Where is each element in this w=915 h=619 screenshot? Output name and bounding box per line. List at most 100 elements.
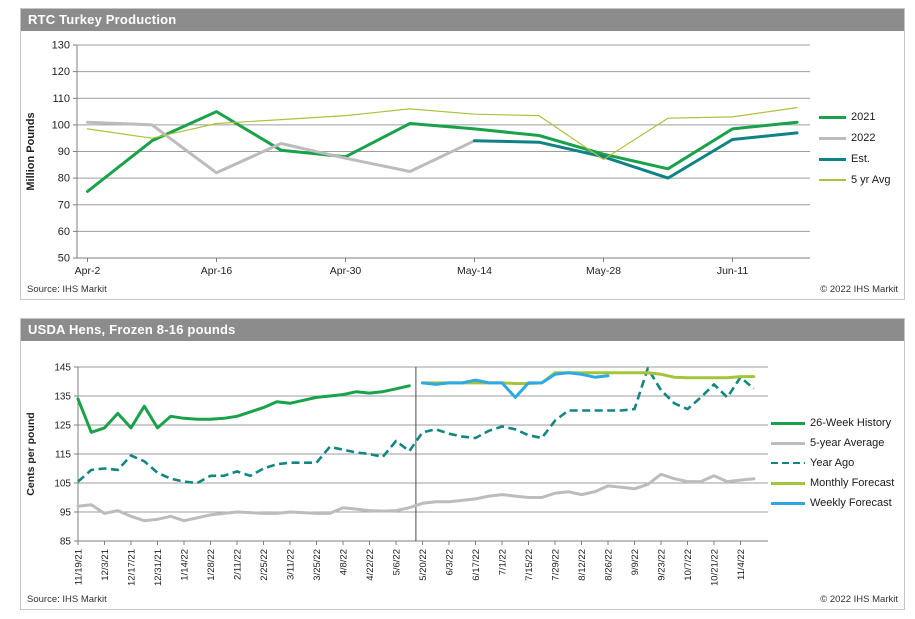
x-tick-label: 12/3/21 (100, 549, 111, 581)
x-tick-label: 8/26/22 (604, 549, 615, 581)
x-tick-label: 8/12/22 (577, 549, 588, 581)
x-tick-label: 11/19/21 (74, 549, 85, 585)
legend-label: Est. (851, 153, 870, 165)
y-tick-label: 60 (58, 226, 70, 238)
y-tick-label: 50 (58, 253, 70, 265)
legend-label: Year Ago (810, 457, 855, 469)
chart-legend: 26-Week History 5-year Average Year Ago Mon… (771, 417, 894, 509)
legend-swatch-monthly-forecast (771, 481, 805, 485)
y-tick-label: 120 (52, 66, 70, 78)
legend-swatch-26-week-history (771, 421, 805, 425)
x-tick-label: 6/17/22 (471, 549, 482, 581)
y-tick-label: 125 (54, 421, 71, 432)
legend-swatch-2021 (819, 115, 846, 119)
legend-item-2022: 2022 (819, 132, 891, 144)
copyright-label: © 2022 IHS Markit (820, 594, 898, 605)
y-axis-title: Cents per pound (25, 412, 37, 495)
x-tick-label: May-14 (457, 265, 492, 277)
x-tick-label: 2/11/22 (233, 549, 244, 580)
y-tick-label: 115 (55, 450, 71, 461)
series-line-5-yr-avg (86, 107, 798, 161)
usda-hens-chart-canvas: 85 95 105 115 125 135 145 11/19/21 12/3/21 12/17/… (25, 363, 768, 586)
x-tick-label: 4/22/22 (365, 549, 376, 581)
y-tick-label: 145 (54, 363, 71, 374)
chart-title-bar: USDA Hens, Frozen 8-16 pounds (21, 319, 904, 341)
y-tick-label: 100 (52, 119, 70, 131)
x-tick-label: 11/4/22 (736, 549, 747, 580)
x-tick-label: 7/15/22 (524, 549, 535, 581)
legend-label: 5 yr Avg (851, 174, 891, 186)
x-tick-label: Jun-11 (717, 265, 748, 277)
x-tick-label: 12/31/21 (153, 549, 164, 586)
y-tick-label: 135 (54, 392, 71, 403)
usda-hens-panel: USDA Hens, Frozen 8-16 pounds 85 95 105 115… (20, 318, 905, 610)
rtc-turkey-chart-canvas: 50 60 70 80 90 100 110 120 130 Apr-2 Apr-16 Apr-30 M… (25, 40, 810, 277)
legend-label: 26-Week History (810, 417, 892, 429)
x-tick-label: 7/29/22 (551, 549, 562, 581)
x-tick-label: 2/25/22 (259, 549, 270, 581)
x-tick-label: 7/1/22 (498, 549, 509, 575)
series-line-2022 (86, 120, 476, 175)
legend-item-year-ago: Year Ago (771, 457, 894, 469)
series-line-5-year-average (76, 472, 756, 523)
legend-swatch-weekly-forecast (771, 501, 805, 505)
x-tick-label: 9/23/22 (657, 549, 668, 581)
legend-label: Monthly Forecast (810, 477, 895, 489)
x-tick-label: 6/3/22 (445, 549, 456, 575)
legend-item-weekly-forecast: Weekly Forecast (771, 497, 894, 509)
legend-item-2021: 2021 (819, 111, 891, 123)
x-tick-label: 1/28/22 (206, 549, 217, 581)
legend-label: 2021 (851, 111, 876, 123)
x-tick-label: Apr-2 (75, 265, 101, 277)
x-tick-label: 10/7/22 (683, 549, 694, 581)
y-tick-label: 90 (58, 146, 70, 158)
series-line-26-week-history (76, 384, 411, 434)
legend-item-5-year-average: 5-year Average (771, 437, 894, 449)
source-label: Source: IHS Markit (27, 284, 107, 295)
x-tick-label: 3/25/22 (312, 549, 323, 581)
chart-title: RTC Turkey Production (28, 12, 177, 27)
legend-item-monthly-forecast: Monthly Forecast (771, 477, 894, 489)
x-tick-label: 9/9/22 (630, 549, 641, 575)
legend-swatch-year-ago (771, 461, 805, 465)
legend-item-est: Est. (819, 153, 891, 165)
legend-swatch-5-year-average (771, 441, 805, 445)
x-tick-label: 4/8/22 (339, 549, 350, 575)
y-tick-label: 80 (58, 173, 70, 185)
x-tick-label: 10/21/22 (710, 549, 721, 586)
chart-legend: 2021 2022 Est. 5 yr Avg (819, 111, 891, 186)
y-tick-label: 85 (60, 537, 72, 548)
series-line-monthly-forecast (421, 371, 756, 385)
y-tick-label: 110 (52, 93, 70, 105)
rtc-turkey-production-panel: RTC Turkey Production 50 60 70 80 90 100 110 12… (20, 8, 905, 300)
x-tick-label: 5/6/22 (392, 549, 403, 575)
legend-label: 5-year Average (810, 437, 885, 449)
series-line-est (473, 131, 799, 180)
series-line-weekly-forecast (421, 371, 610, 399)
legend-label: 2022 (851, 132, 876, 144)
y-axis-title: Million Pounds (25, 112, 37, 190)
series-line-year-ago (77, 367, 755, 485)
y-tick-label: 130 (52, 40, 70, 52)
legend-swatch-2022 (819, 136, 846, 140)
x-tick-label: Apr-16 (201, 265, 233, 277)
y-tick-label: 95 (60, 508, 72, 519)
x-tick-label: 3/11/22 (286, 549, 297, 580)
copyright-label: © 2022 IHS Markit (820, 284, 898, 295)
x-tick-label: 5/20/22 (418, 549, 429, 581)
x-tick-label: Apr-30 (330, 265, 362, 277)
x-tick-label: 12/17/21 (127, 549, 138, 586)
chart-title: USDA Hens, Frozen 8-16 pounds (28, 322, 236, 337)
chart-title-bar: RTC Turkey Production (21, 9, 904, 31)
legend-item-5-yr-avg: 5 yr Avg (819, 174, 891, 186)
x-tick-label: 1/14/22 (180, 549, 191, 581)
y-tick-label: 70 (58, 199, 70, 211)
legend-label: Weekly Forecast (810, 497, 892, 509)
legend-item-26-week-history: 26-Week History (771, 417, 894, 429)
y-tick-label: 105 (54, 479, 71, 490)
series-line-2021 (86, 110, 799, 193)
legend-swatch-est (819, 157, 846, 161)
source-label: Source: IHS Markit (27, 594, 107, 605)
legend-swatch-5-yr-avg (819, 179, 846, 181)
x-tick-label: May-28 (586, 265, 621, 277)
